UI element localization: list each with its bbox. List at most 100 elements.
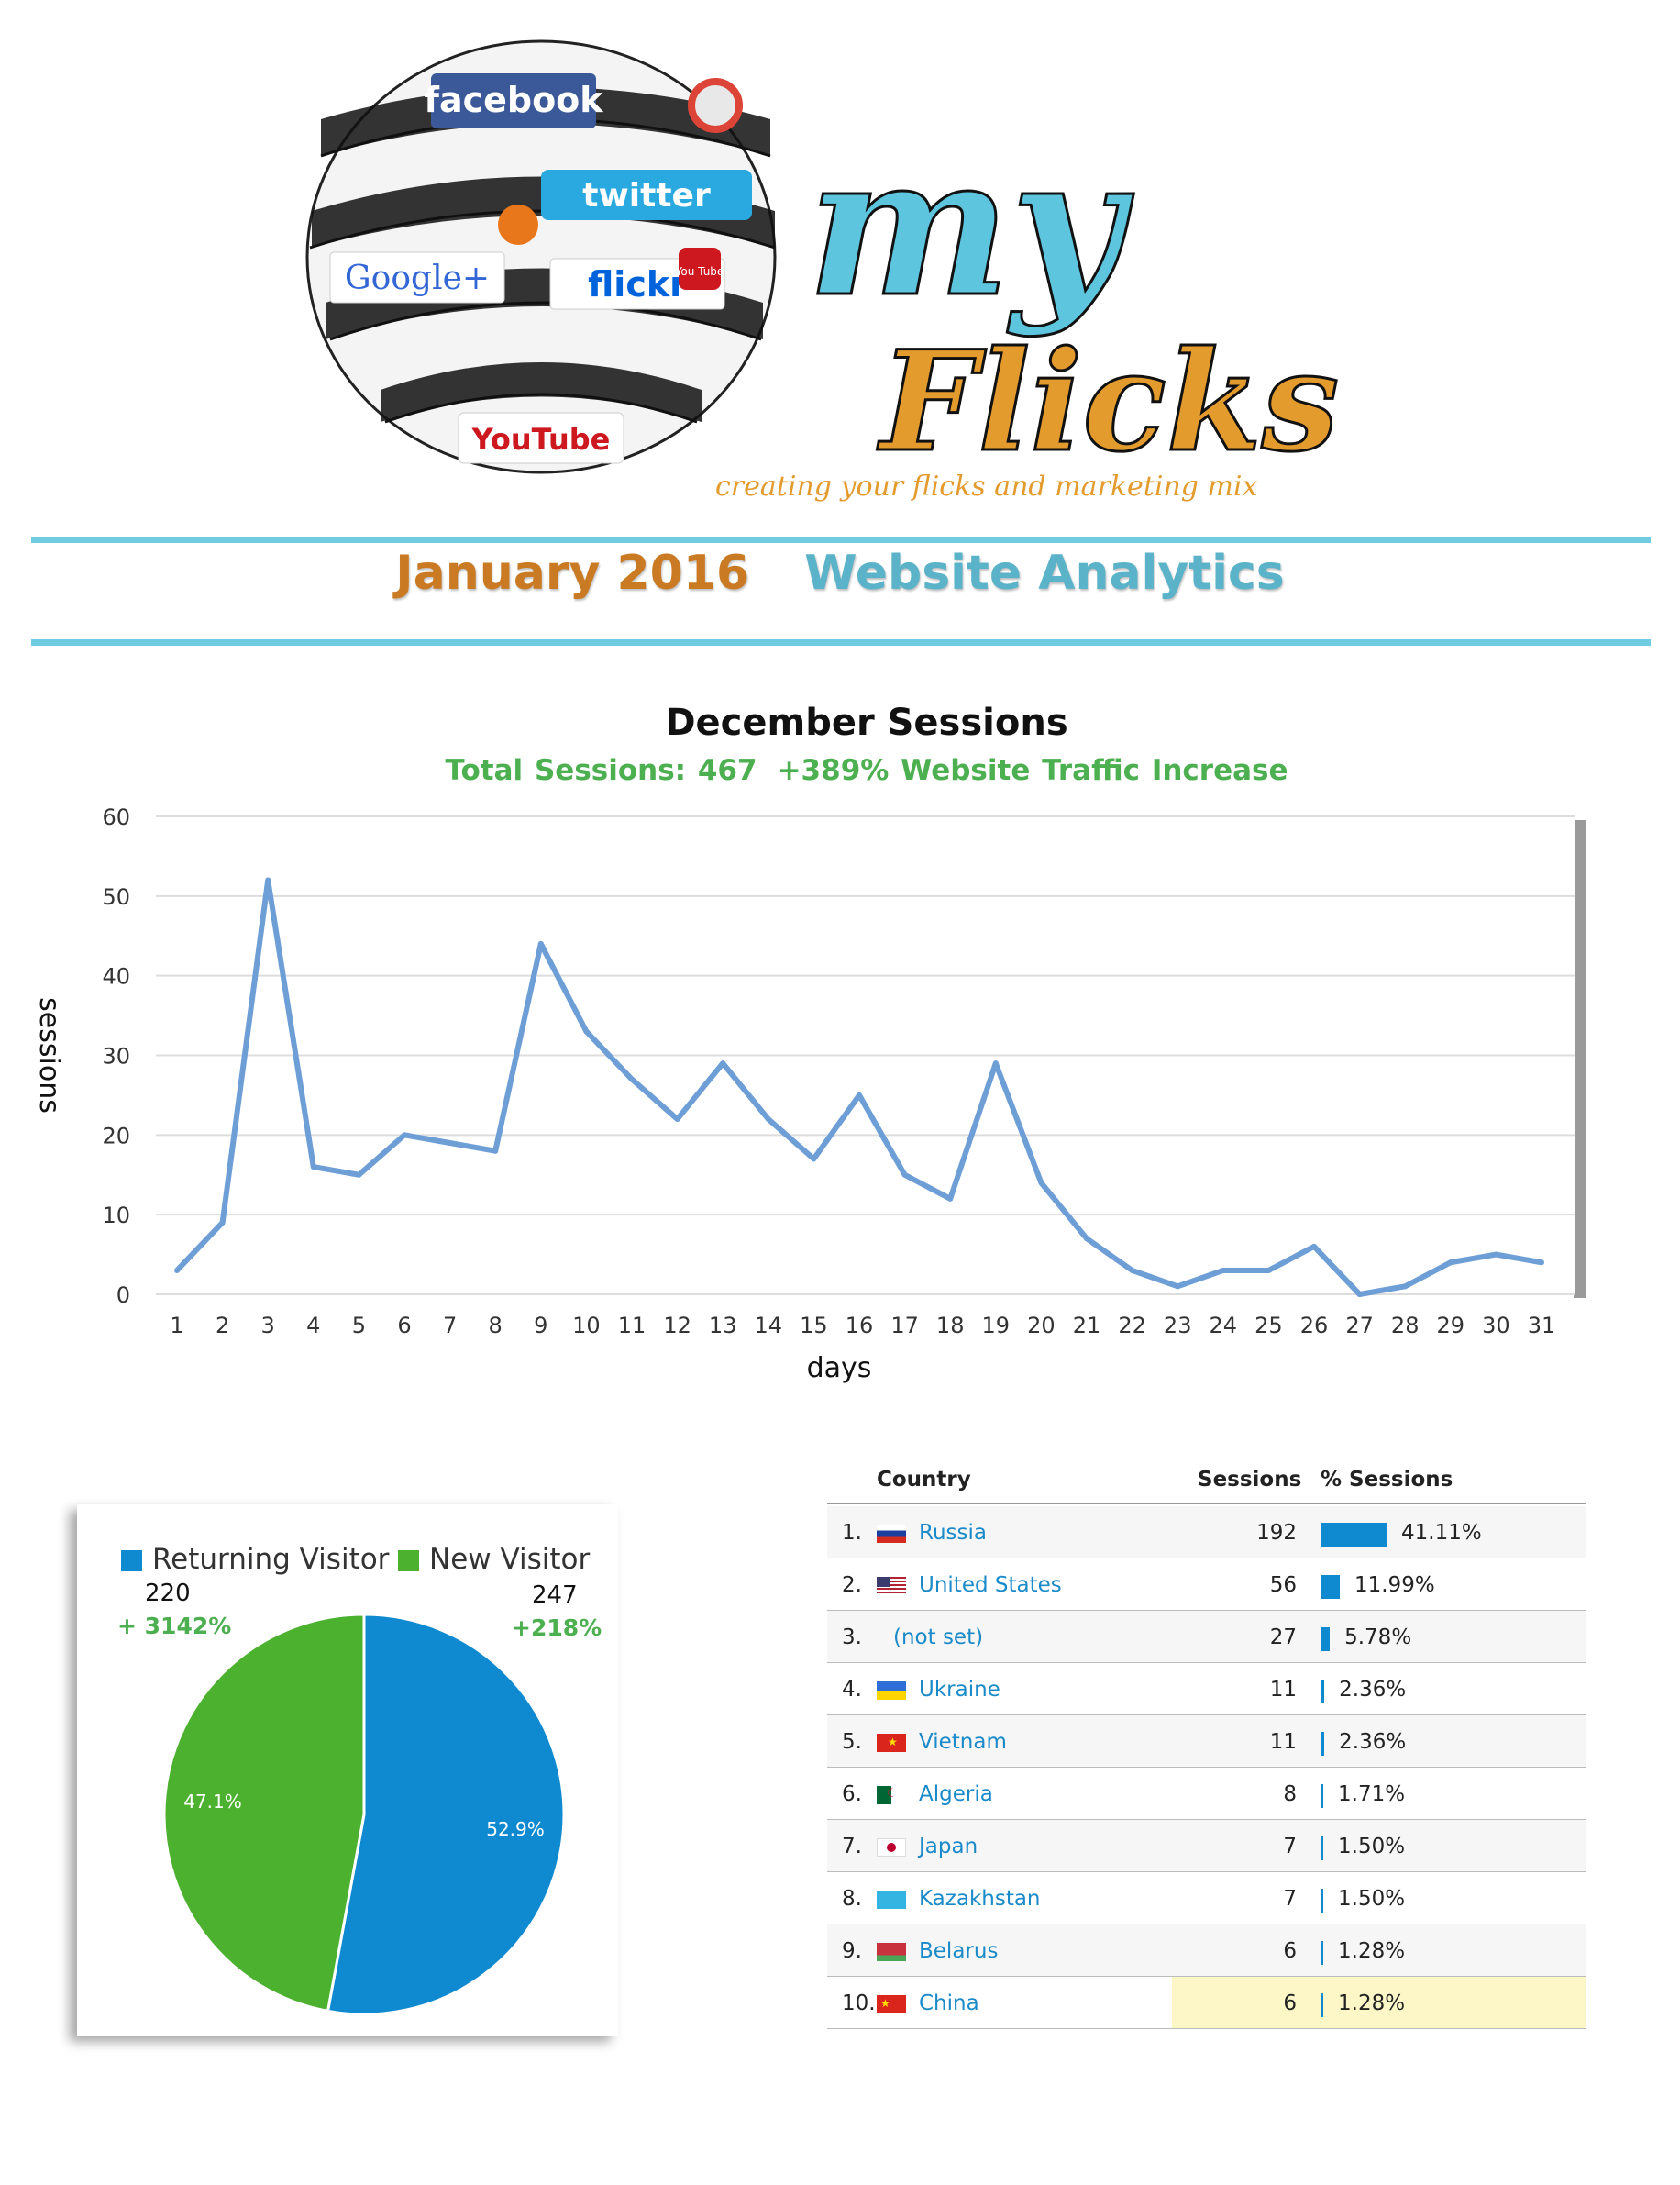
- x-tick-label: 31: [1528, 1313, 1556, 1338]
- vietnam-flag-icon: ★: [877, 1734, 906, 1752]
- sessions-data-point: [947, 1195, 954, 1202]
- brand-tagline: creating your flicks and marketing mix: [715, 471, 1258, 503]
- returning-legend-label: Returning Visitor: [152, 1543, 390, 1576]
- y-tick-label: 20: [102, 1123, 130, 1148]
- row-rank: 2.: [842, 1573, 862, 1597]
- kazakhstan-flag-icon: [877, 1891, 906, 1909]
- country-link[interactable]: China: [919, 1991, 979, 2015]
- x-tick-label: 1: [170, 1313, 183, 1338]
- sessions-data-point: [1175, 1283, 1181, 1290]
- sessions-data-point: [1220, 1267, 1226, 1273]
- sessions-value: 6: [1283, 1991, 1297, 2015]
- pct-sessions-bar: [1321, 1993, 1323, 2017]
- row-rank: 8.: [842, 1887, 862, 1911]
- row-rank: 3.: [842, 1625, 862, 1649]
- sessions-data-point: [174, 1267, 180, 1273]
- country-link[interactable]: Russia: [919, 1521, 987, 1545]
- pct-sessions-bar: [1321, 1836, 1323, 1860]
- pct-sessions-value: 1.28%: [1338, 1991, 1406, 2015]
- row-rank: 6.: [842, 1782, 862, 1806]
- sessions-data-point: [356, 1171, 362, 1178]
- sessions-data-point: [720, 1060, 726, 1067]
- row-rank: 5.: [842, 1730, 862, 1754]
- visitor-pie-chart: 52.9% 47.1%: [162, 1613, 566, 2016]
- youtube-small-label: You Tube: [675, 265, 724, 278]
- table-row: 10. ★ China 6 1.28%: [827, 1977, 1586, 2029]
- country-link[interactable]: (not set): [893, 1625, 984, 1649]
- united-states-flag-icon: [877, 1577, 906, 1595]
- pct-sessions-bar: [1321, 1941, 1323, 1965]
- new-legend-label: New Visitor: [429, 1543, 591, 1576]
- country-link[interactable]: Kazakhstan: [919, 1887, 1041, 1911]
- country-link[interactable]: Vietnam: [919, 1730, 1007, 1754]
- table-row: 6. ☾ Algeria 8 1.71%: [827, 1768, 1586, 1820]
- country-link[interactable]: Algeria: [919, 1782, 993, 1806]
- firefox-icon: [498, 205, 538, 245]
- new-change: +218%: [512, 1614, 602, 1641]
- x-tick-label: 24: [1210, 1313, 1238, 1338]
- sessions-value: 6: [1283, 1939, 1297, 1963]
- pct-sessions-value: 11.99%: [1354, 1573, 1435, 1597]
- x-tick-label: 18: [936, 1313, 965, 1338]
- visitor-type-panel: Returning Visitor New Visitor 220 247 + …: [77, 1504, 618, 2036]
- new-visitor-slice: [162, 1613, 366, 2013]
- algeria-flag-icon: ☾: [877, 1786, 906, 1804]
- x-tick-label: 13: [709, 1313, 737, 1338]
- pct-sessions-bar: [1321, 1889, 1323, 1913]
- pct-sessions-bar: [1321, 1732, 1325, 1756]
- row-rank: 4.: [842, 1678, 862, 1702]
- x-tick-label: 11: [618, 1313, 647, 1338]
- y-tick-label: 30: [102, 1044, 130, 1070]
- row-rank: 1.: [842, 1521, 862, 1545]
- pct-sessions-value: 2.36%: [1339, 1730, 1407, 1754]
- sessions-data-point: [583, 1028, 590, 1035]
- x-tick-label: 5: [352, 1313, 366, 1338]
- sessions-data-point: [674, 1115, 680, 1122]
- x-axis-label: days: [807, 1352, 872, 1384]
- x-tick-label: 9: [534, 1313, 547, 1338]
- sessions-data-point: [629, 1076, 635, 1082]
- traffic-increase-text: +389% Website Traffic Increase: [777, 754, 1288, 787]
- sessions-data-point: [1356, 1292, 1363, 1297]
- brand-my: my: [807, 113, 1134, 339]
- sessions-data-point: [1447, 1259, 1453, 1266]
- ukraine-flag-icon: [877, 1681, 906, 1700]
- line-chart-title: December Sessions: [665, 702, 1068, 744]
- new-visitor-slice-label: 47.1%: [183, 1791, 242, 1813]
- sessions-data-point: [1084, 1236, 1089, 1242]
- myflicks-logo: facebook twitter Google+ flickr You Tube…: [305, 39, 1341, 503]
- plot-shadow: [1574, 820, 1586, 1298]
- sessions-data-point: [1493, 1251, 1499, 1258]
- sessions-data-point: [1266, 1267, 1272, 1273]
- x-tick-label: 6: [397, 1313, 411, 1338]
- pct-sessions-value: 2.36%: [1339, 1678, 1407, 1702]
- chrome-icon: [688, 78, 743, 133]
- country-link[interactable]: United States: [919, 1573, 1062, 1597]
- sessions-data-point: [1539, 1259, 1544, 1266]
- sessions-value: 11: [1269, 1678, 1297, 1702]
- japan-flag-icon: [877, 1838, 906, 1857]
- report-title: Website Analytics: [804, 546, 1285, 601]
- x-tick-label: 16: [846, 1313, 874, 1338]
- country-column-header: Country: [877, 1468, 971, 1492]
- table-row: 2. United States 56 11.99%: [827, 1558, 1586, 1611]
- x-tick-label: 7: [443, 1313, 457, 1338]
- sessions-value: 7: [1283, 1835, 1297, 1858]
- table-row: 8. Kazakhstan 7 1.50%: [827, 1872, 1586, 1924]
- sessions-data-point: [492, 1148, 499, 1154]
- returning-count: 220: [145, 1580, 191, 1607]
- sessions-value: 7: [1283, 1887, 1297, 1911]
- pct-sessions-bar: [1321, 1680, 1325, 1703]
- country-link[interactable]: Belarus: [919, 1939, 999, 1963]
- x-tick-label: 26: [1300, 1313, 1329, 1338]
- returning-visitor-slice-label: 52.9%: [486, 1818, 545, 1840]
- country-link[interactable]: Ukraine: [919, 1678, 1000, 1702]
- country-link[interactable]: Japan: [919, 1835, 978, 1858]
- returning-change: + 3142%: [117, 1613, 232, 1639]
- report-header: January 2016 Website Analytics: [0, 546, 1680, 601]
- x-tick-label: 14: [755, 1313, 783, 1338]
- sessions-value: 11: [1269, 1730, 1297, 1754]
- russia-flag-icon: [877, 1525, 906, 1543]
- sessions-data-point: [310, 1164, 316, 1170]
